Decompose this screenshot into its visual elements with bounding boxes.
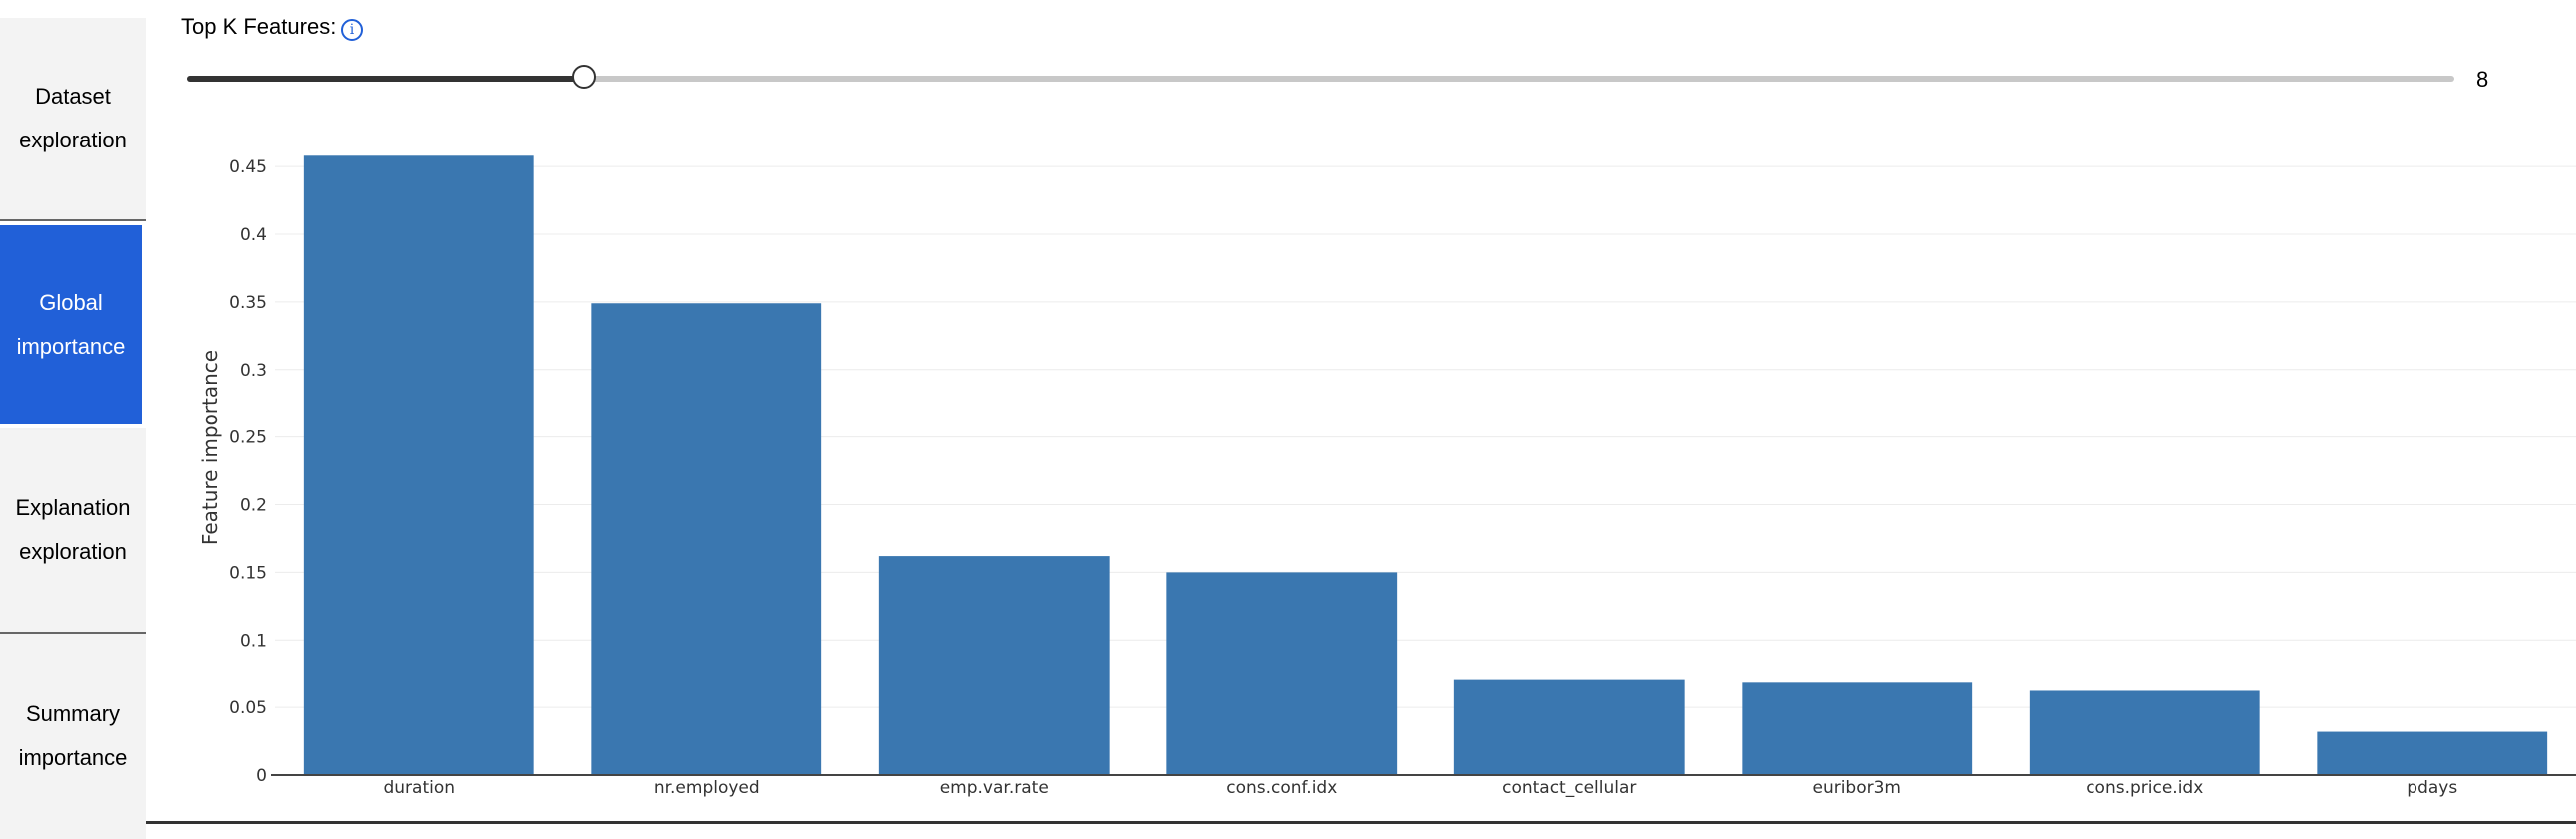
bar-cons-price-idx — [2029, 690, 2260, 775]
topk-slider-value: 8 — [2476, 67, 2489, 92]
x-tick-label: pdays — [2407, 778, 2457, 798]
bar-euribor3m — [1742, 682, 1973, 775]
y-axis-label: Feature importance — [198, 350, 222, 545]
x-tick-label: cons.conf.idx — [1226, 778, 1337, 798]
sidebar-item-global-importance[interactable]: Global importance — [0, 225, 142, 424]
bar-cons-conf-idx — [1166, 572, 1398, 775]
topk-slider-track[interactable] — [187, 76, 2454, 82]
sidebar-item-label: Global importance — [16, 290, 126, 359]
y-tick-label: 0.05 — [229, 699, 267, 718]
sidebar-item-label: Summary importance — [18, 701, 128, 770]
x-tick-label: contact_cellular — [1502, 778, 1636, 798]
x-tick-label: nr.employed — [654, 778, 760, 798]
y-tick-label: 0.1 — [240, 631, 267, 651]
y-tick-label: 0.3 — [240, 361, 267, 381]
x-tick-label: duration — [383, 778, 455, 798]
bar-contact-cellular — [1453, 679, 1685, 775]
sidebar-item-explanation-exploration[interactable]: Explanation exploration — [0, 428, 146, 634]
topk-label: Top K Features: — [181, 14, 337, 39]
x-tick-label: cons.price.idx — [2086, 778, 2203, 798]
y-tick-label: 0.25 — [229, 428, 267, 448]
bar-duration — [303, 155, 534, 775]
y-tick-label: 0.2 — [240, 496, 267, 516]
topk-slider-fill — [187, 76, 584, 82]
y-tick-label: 0 — [256, 766, 267, 786]
topk-slider-thumb[interactable] — [571, 65, 596, 89]
x-tick-label: emp.var.rate — [940, 778, 1049, 798]
divider — [146, 821, 2576, 824]
bar-pdays — [2317, 731, 2548, 775]
y-tick-label: 0.35 — [229, 293, 267, 313]
feature-importance-chart: 0 0.05 0.1 0.15 0.2 0.25 0.3 0.35 0.4 0.45 duratio… — [198, 155, 2576, 798]
bar-nr-employed — [591, 303, 822, 775]
y-tick-label: 0.15 — [229, 563, 267, 583]
sidebar-item-label: Dataset exploration — [19, 84, 127, 152]
bar-emp-var-rate — [878, 556, 1110, 775]
sidebar-item-label: Explanation exploration — [15, 495, 131, 564]
sidebar-nav: Dataset exploration Global importance Ex… — [0, 18, 146, 839]
info-icon[interactable]: i — [341, 19, 363, 41]
sidebar-item-summary-importance[interactable]: Summary importance — [0, 634, 146, 839]
x-tick-label: euribor3m — [1812, 778, 1901, 798]
y-tick-label: 0.45 — [229, 157, 267, 177]
y-tick-label: 0.4 — [240, 225, 267, 245]
sidebar-item-dataset-exploration[interactable]: Dataset exploration — [0, 18, 146, 221]
